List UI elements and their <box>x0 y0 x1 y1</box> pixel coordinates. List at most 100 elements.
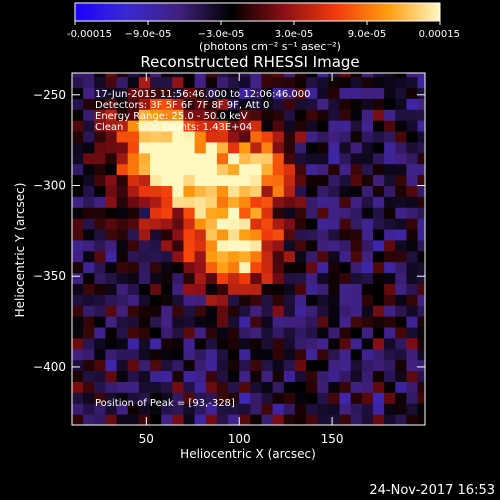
heatmap-cell <box>283 98 296 110</box>
heatmap-cell <box>361 152 374 165</box>
heatmap-cell <box>161 98 173 110</box>
heatmap-cell <box>417 185 425 197</box>
heatmap-cell <box>317 98 329 110</box>
heatmap-cell <box>239 250 251 263</box>
heatmap-cell <box>183 87 196 99</box>
heatmap-cell <box>138 120 151 132</box>
heatmap-cell <box>339 229 352 241</box>
heatmap-cell <box>395 131 407 143</box>
heatmap-cell <box>72 381 84 393</box>
colorbar <box>74 2 441 22</box>
heatmap-cell <box>94 109 106 121</box>
heatmap-cell <box>239 272 251 284</box>
heatmap-cell <box>138 283 151 295</box>
heatmap-cell <box>361 131 374 143</box>
heatmap-cell <box>105 414 118 425</box>
heatmap-cell <box>384 316 396 328</box>
heatmap-cell <box>183 403 196 415</box>
heatmap-cell <box>72 316 84 328</box>
heatmap-cell <box>161 73 173 78</box>
heatmap-cell <box>205 359 218 372</box>
heatmap-cell <box>239 196 251 208</box>
heatmap-cell <box>216 294 229 306</box>
heatmap-cell <box>294 73 307 78</box>
heatmap-cell <box>350 272 363 284</box>
heatmap-cell <box>116 359 129 372</box>
heatmap-cell <box>283 359 296 372</box>
heatmap-cell <box>250 392 263 404</box>
heatmap-cell <box>372 250 385 263</box>
heatmap-cell <box>384 261 396 274</box>
heatmap-cell <box>272 87 285 99</box>
heatmap-cell <box>372 294 385 306</box>
heatmap-cell <box>406 76 419 89</box>
heatmap-cell <box>384 109 396 121</box>
heatmap-cell <box>205 229 218 241</box>
heatmap-cell <box>105 239 118 252</box>
heatmap-cell <box>138 196 151 208</box>
heatmap-cell <box>417 370 425 382</box>
heatmap-cell <box>116 381 129 393</box>
heatmap-cell <box>339 131 352 143</box>
heatmap-cell <box>194 229 207 241</box>
heatmap-cell <box>105 272 118 284</box>
heatmap-cell <box>261 120 274 132</box>
heatmap-cell <box>72 250 84 263</box>
heatmap-cell <box>417 218 425 230</box>
heatmap-cell <box>250 327 263 339</box>
heatmap-cell <box>250 120 263 132</box>
heatmap-cell <box>239 305 251 317</box>
heatmap-cell <box>417 359 425 372</box>
heatmap-cell <box>94 73 106 78</box>
heatmap-cell <box>205 392 218 404</box>
heatmap-cell <box>94 305 106 317</box>
heatmap-cell <box>183 73 196 78</box>
heatmap-cell <box>94 359 106 372</box>
heatmap-cell <box>395 218 407 230</box>
heatmap-cell <box>406 381 419 393</box>
heatmap-cell <box>384 272 396 284</box>
heatmap-cell <box>183 185 196 197</box>
heatmap-cell <box>205 370 218 382</box>
heatmap-cell <box>417 109 425 121</box>
annotation-time: 17-Jun-2015 11:56:46.000 to 12:06:46.000 <box>95 89 311 100</box>
heatmap-cell <box>105 283 118 295</box>
heatmap-cell <box>127 163 140 176</box>
heatmap-cell <box>72 76 84 89</box>
heatmap-cell <box>372 261 385 274</box>
heatmap-cell <box>294 87 307 99</box>
heatmap-cell <box>216 305 229 317</box>
heatmap-cell <box>261 403 274 415</box>
heatmap-cell <box>261 250 274 263</box>
heatmap-cell <box>127 174 140 186</box>
heatmap-cell <box>361 359 374 372</box>
heatmap-cell <box>172 392 184 404</box>
heatmap-cell <box>261 392 274 404</box>
heatmap-cell <box>150 229 162 241</box>
heatmap-cell <box>395 261 407 274</box>
heatmap-cell <box>317 229 329 241</box>
heatmap-cell <box>72 174 84 186</box>
heatmap-cell <box>339 327 352 339</box>
heatmap-cell <box>384 163 396 176</box>
heatmap-cell <box>239 370 251 382</box>
heatmap-cell <box>272 250 285 263</box>
heatmap-cell <box>350 261 363 274</box>
colorbar-unit-label: (photons cm⁻² s⁻¹ asec⁻²) <box>199 40 341 53</box>
heatmap-cell <box>228 381 240 393</box>
heatmap-cell <box>116 272 129 284</box>
heatmap-cell <box>94 403 106 415</box>
heatmap-cell <box>150 120 162 132</box>
heatmap-cell <box>395 239 407 252</box>
heatmap-cell <box>150 87 162 99</box>
heatmap-cell <box>250 109 263 121</box>
heatmap-cell <box>161 185 173 197</box>
heatmap-cell <box>261 272 274 284</box>
heatmap-cell <box>105 348 118 361</box>
heatmap-cell <box>261 294 274 306</box>
heatmap-cell <box>205 76 218 89</box>
heatmap-cell <box>205 109 218 121</box>
heatmap-cell <box>83 392 95 404</box>
heatmap-cell <box>395 163 407 176</box>
heatmap-cell <box>116 87 129 99</box>
